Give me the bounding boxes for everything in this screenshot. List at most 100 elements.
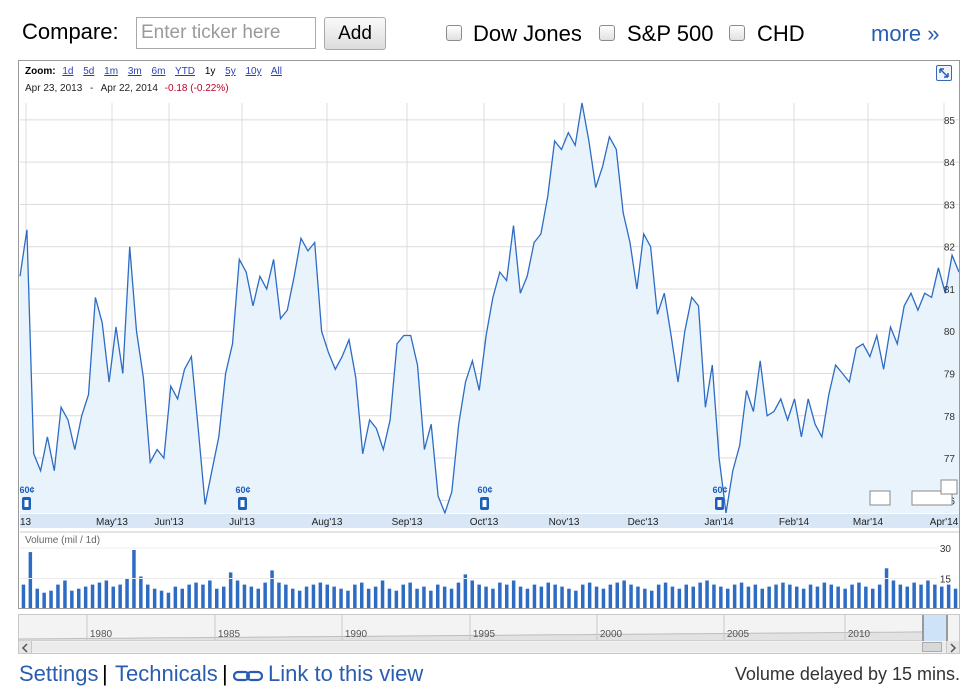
volume-bar: [394, 590, 399, 608]
dow-jones-label[interactable]: Dow Jones: [473, 21, 582, 46]
volume-bar: [746, 586, 751, 608]
volume-bar: [304, 586, 309, 608]
volume-bar: [581, 584, 585, 608]
volume-bar: [90, 584, 95, 608]
volume-bar: [498, 582, 502, 608]
overview-year-label: 1995: [473, 629, 496, 640]
volume-bar: [456, 582, 461, 608]
volume-bar: [277, 582, 281, 608]
sp500-checkbox[interactable]: [599, 25, 615, 41]
scrollbar-thumb[interactable]: [922, 642, 942, 652]
chd-checkbox[interactable]: [729, 25, 745, 41]
volume-bar: [77, 588, 81, 608]
volume-bars: [20, 531, 959, 608]
volume-bar: [808, 584, 813, 608]
volume-bar: [477, 584, 481, 608]
zoom-5y[interactable]: 5y: [225, 66, 236, 77]
volume-bar: [256, 588, 260, 608]
volume-bar: [263, 582, 267, 608]
scrollbar-track[interactable]: [32, 642, 946, 652]
dow-jones-checkbox[interactable]: [446, 25, 462, 41]
volume-bar: [49, 590, 53, 608]
volume-bar: [912, 582, 916, 608]
sp500-label[interactable]: S&P 500: [627, 21, 714, 46]
volume-bar: [898, 584, 903, 608]
volume-bar: [926, 580, 930, 608]
dividend-marker-glyph: [482, 500, 487, 507]
x-tick-label: Oct'13: [470, 517, 499, 528]
y-tick-label: 80: [944, 327, 956, 338]
y-tick-label: 81: [944, 285, 956, 296]
chd-label[interactable]: CHD: [757, 21, 805, 46]
volume-bar: [643, 588, 647, 608]
overview-year-label: 1990: [345, 629, 368, 640]
compare-toolbar: Compare: Add Dow Jones S&P 500 CHD more …: [0, 0, 978, 58]
price-chart[interactable]: 76777879808182838485 13May'13Jun'13Jul'1…: [19, 61, 959, 608]
more-link[interactable]: more »: [871, 21, 940, 46]
volume-bar: [332, 586, 336, 608]
volume-bar: [788, 584, 792, 608]
zoom-1m[interactable]: 1m: [104, 66, 119, 77]
ticker-input[interactable]: [136, 17, 316, 49]
volume-bar: [767, 586, 771, 608]
volume-bar: [670, 586, 675, 608]
volume-bar: [194, 582, 198, 608]
y-tick-label: 84: [944, 158, 956, 169]
volume-bar: [719, 586, 723, 608]
zoom-6m[interactable]: 6m: [151, 66, 166, 77]
chain-link-icon[interactable]: [233, 669, 263, 683]
range-slider[interactable]: 1980 1985 1990 1995 2000 2005 2010: [18, 614, 960, 654]
zoom-1d[interactable]: 1d: [62, 66, 74, 77]
y-tick-label: 78: [944, 412, 956, 423]
volume-bar: [366, 588, 371, 608]
settings-link[interactable]: Settings: [19, 661, 99, 686]
volume-bar: [622, 580, 626, 608]
add-button[interactable]: Add: [324, 17, 386, 50]
volume-bar: [380, 580, 385, 608]
volume-bar: [732, 584, 737, 608]
zoom-all[interactable]: All: [270, 66, 282, 77]
volume-bar: [505, 584, 509, 608]
link-to-view[interactable]: Link to this view: [268, 661, 424, 686]
volume-bar: [857, 582, 861, 608]
volume-bar: [567, 588, 571, 608]
volume-bar: [712, 584, 716, 608]
price-area-fill: [20, 103, 959, 513]
zoom-10y[interactable]: 10y: [245, 66, 262, 77]
scroll-right-arrow-icon[interactable]: [946, 641, 959, 653]
volume-bar: [843, 588, 847, 608]
technicals-link[interactable]: Technicals: [115, 661, 218, 686]
volume-bar: [222, 586, 226, 608]
x-tick-label: Apr'14: [930, 517, 959, 528]
zoom-bar: Zoom: 1d 5d 1m 3m 6m YTD 1y 5y 10y All: [25, 66, 289, 77]
volume-bar: [21, 584, 26, 608]
volume-bar: [677, 588, 682, 608]
volume-bar: [850, 584, 854, 608]
x-tick-label: Aug'13: [312, 517, 343, 528]
volume-bar: [491, 588, 495, 608]
volume-bar: [650, 590, 654, 608]
volume-bar: [629, 584, 633, 608]
volume-bar: [871, 588, 875, 608]
volume-bar: [166, 592, 171, 608]
volume-bar: [242, 584, 247, 608]
expand-icon[interactable]: [936, 65, 952, 81]
volume-bar: [346, 590, 350, 608]
slider-window[interactable]: [922, 615, 948, 641]
volume-bar: [905, 586, 909, 608]
scroll-left-arrow-icon[interactable]: [19, 641, 32, 653]
volume-bar: [70, 590, 74, 608]
zoom-3m[interactable]: 3m: [127, 66, 142, 77]
volume-bar: [401, 584, 405, 608]
volume-bar: [933, 584, 937, 608]
volume-bar: [463, 574, 468, 608]
volume-bar: [594, 586, 599, 608]
volume-bar: [436, 584, 440, 608]
volume-bar: [118, 584, 122, 608]
zoom-ytd[interactable]: YTD: [175, 66, 196, 77]
volume-bar: [946, 584, 951, 608]
zoom-5d[interactable]: 5d: [83, 66, 95, 77]
x-tick-label: Nov'13: [549, 517, 580, 528]
x-tick-label: Feb'14: [779, 517, 810, 528]
volume-bar: [429, 590, 433, 608]
